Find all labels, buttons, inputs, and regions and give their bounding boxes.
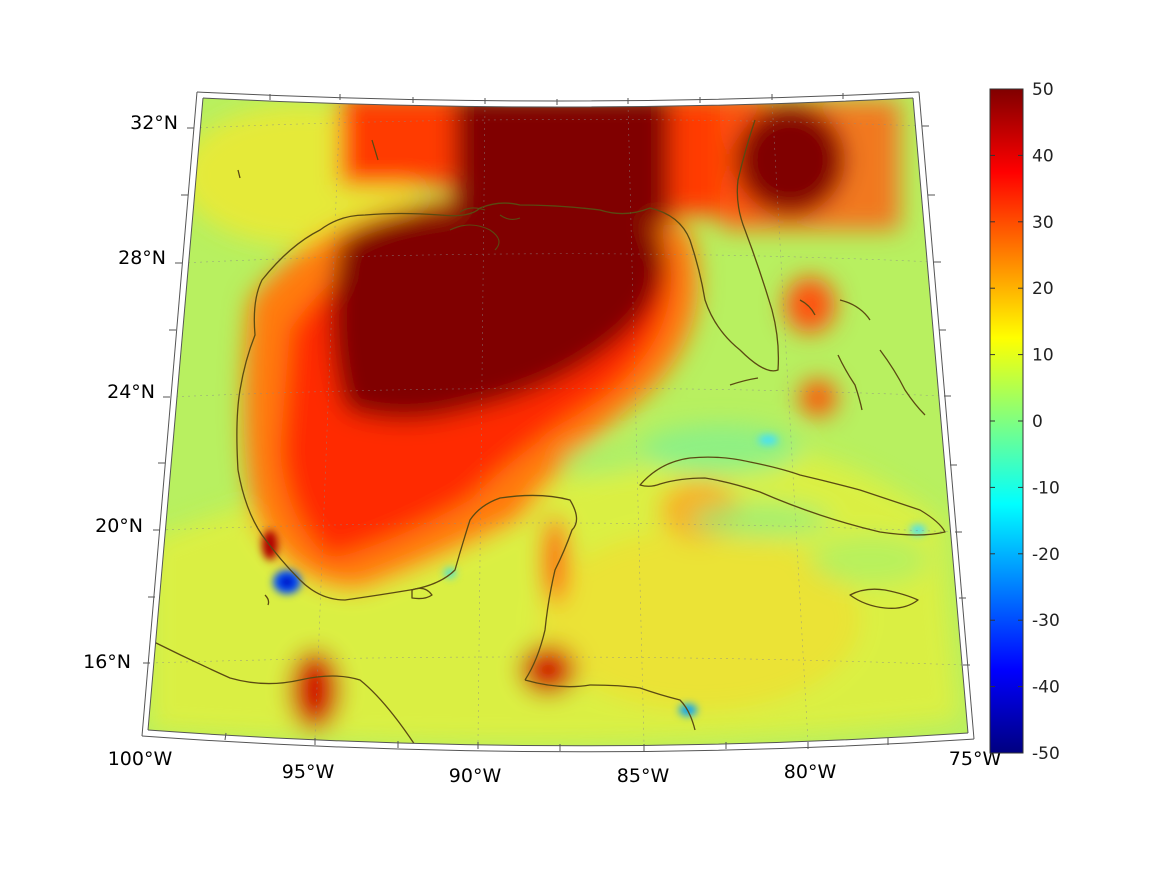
colorbar-gradient: [989, 88, 1024, 754]
colorbar-tick-label: 30: [1032, 213, 1054, 233]
colorbar-tick-label: -10: [1032, 478, 1060, 498]
graticule: [149, 99, 964, 745]
lat-label-20n: 20°N: [95, 515, 143, 537]
colorbar-tick-label: 50: [1032, 80, 1054, 100]
lat-label-32n: 32°N: [130, 112, 178, 134]
lon-label-90w: 90°W: [449, 765, 502, 787]
lon-label-85w: 85°W: [617, 765, 670, 787]
colorbar-tick-label: 10: [1032, 346, 1054, 366]
latitude-labels: 32°N 28°N 24°N 20°N 16°N: [83, 112, 178, 673]
colorbar-tick-label: 40: [1032, 146, 1054, 166]
colorbar: 50 40 30 20 10 0 -10 -20 -30 -40 -50: [989, 80, 1060, 764]
colorbar-ticks: 50 40 30 20 10 0 -10 -20 -30 -40 -50: [990, 80, 1060, 764]
map-field: [148, 98, 968, 746]
lat-label-24n: 24°N: [107, 381, 155, 403]
colorbar-tick-label: -20: [1032, 545, 1060, 565]
longitude-labels: 100°W 95°W 90°W 85°W 80°W 75°W: [108, 748, 1002, 787]
lon-label-100w: 100°W: [108, 748, 173, 770]
lon-label-95w: 95°W: [282, 761, 335, 783]
colorbar-tick-label: 0: [1032, 412, 1043, 432]
lat-label-16n: 16°N: [83, 651, 131, 673]
lon-label-75w: 75°W: [949, 748, 1002, 770]
colorbar-tick-label: -40: [1032, 678, 1060, 698]
delta-detail: [449, 207, 521, 251]
map-frame: [141, 91, 975, 753]
colorbar-tick-label: 20: [1032, 279, 1054, 299]
colorbar-tick-label: -50: [1032, 744, 1060, 764]
colorbar-tick-label: -30: [1032, 611, 1060, 631]
lat-label-28n: 28°N: [118, 247, 166, 269]
coastlines: [149, 119, 946, 746]
lon-label-80w: 80°W: [784, 761, 837, 783]
